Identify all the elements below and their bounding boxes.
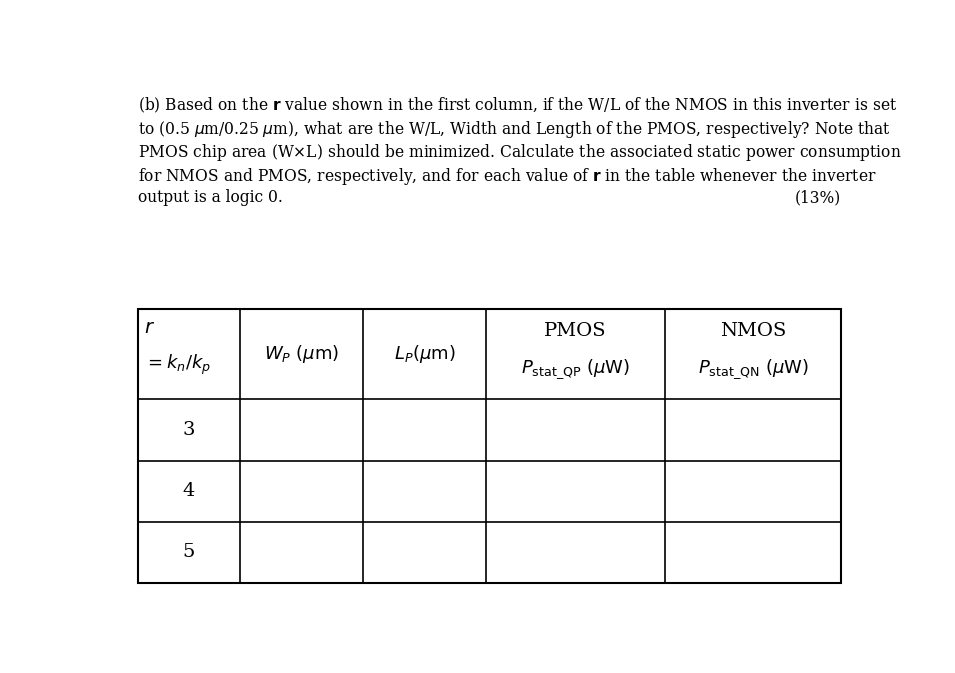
Text: to (0.5 $\mu$m/0.25 $\mu$m), what are the W/L, Width and Length of the PMOS, res: to (0.5 $\mu$m/0.25 $\mu$m), what are th… <box>138 119 891 140</box>
Text: $L_P(\mu\mathrm{m})$: $L_P(\mu\mathrm{m})$ <box>393 343 456 365</box>
Text: 5: 5 <box>182 543 195 561</box>
Text: $r$: $r$ <box>144 319 155 337</box>
Text: (b) Based on the $\mathbf{r}$ value shown in the first column, if the W/L of the: (b) Based on the $\mathbf{r}$ value show… <box>138 96 897 114</box>
Text: PMOS chip area (W$\times$L) should be minimized. Calculate the associated static: PMOS chip area (W$\times$L) should be mi… <box>138 142 902 164</box>
Text: for NMOS and PMOS, respectively, and for each value of $\mathbf{r}$ in the table: for NMOS and PMOS, respectively, and for… <box>138 166 877 187</box>
Text: $P_{\mathrm{stat\_QN}}\ (\mu\mathrm{W})$: $P_{\mathrm{stat\_QN}}\ (\mu\mathrm{W})$ <box>698 358 809 382</box>
Text: $W_P\ (\mu\mathrm{m})$: $W_P\ (\mu\mathrm{m})$ <box>264 343 339 365</box>
Text: 3: 3 <box>182 421 195 439</box>
Text: PMOS: PMOS <box>544 322 606 340</box>
Text: output is a logic 0.: output is a logic 0. <box>138 189 283 207</box>
Text: (13%): (13%) <box>795 189 841 207</box>
Text: $= k_n/k_p$: $= k_n/k_p$ <box>144 353 211 377</box>
Text: 4: 4 <box>182 482 195 500</box>
Bar <box>138 309 841 583</box>
Text: NMOS: NMOS <box>720 322 786 340</box>
Text: $P_{\mathrm{stat\_QP}}\ (\mu\mathrm{W})$: $P_{\mathrm{stat\_QP}}\ (\mu\mathrm{W})$ <box>521 358 630 382</box>
